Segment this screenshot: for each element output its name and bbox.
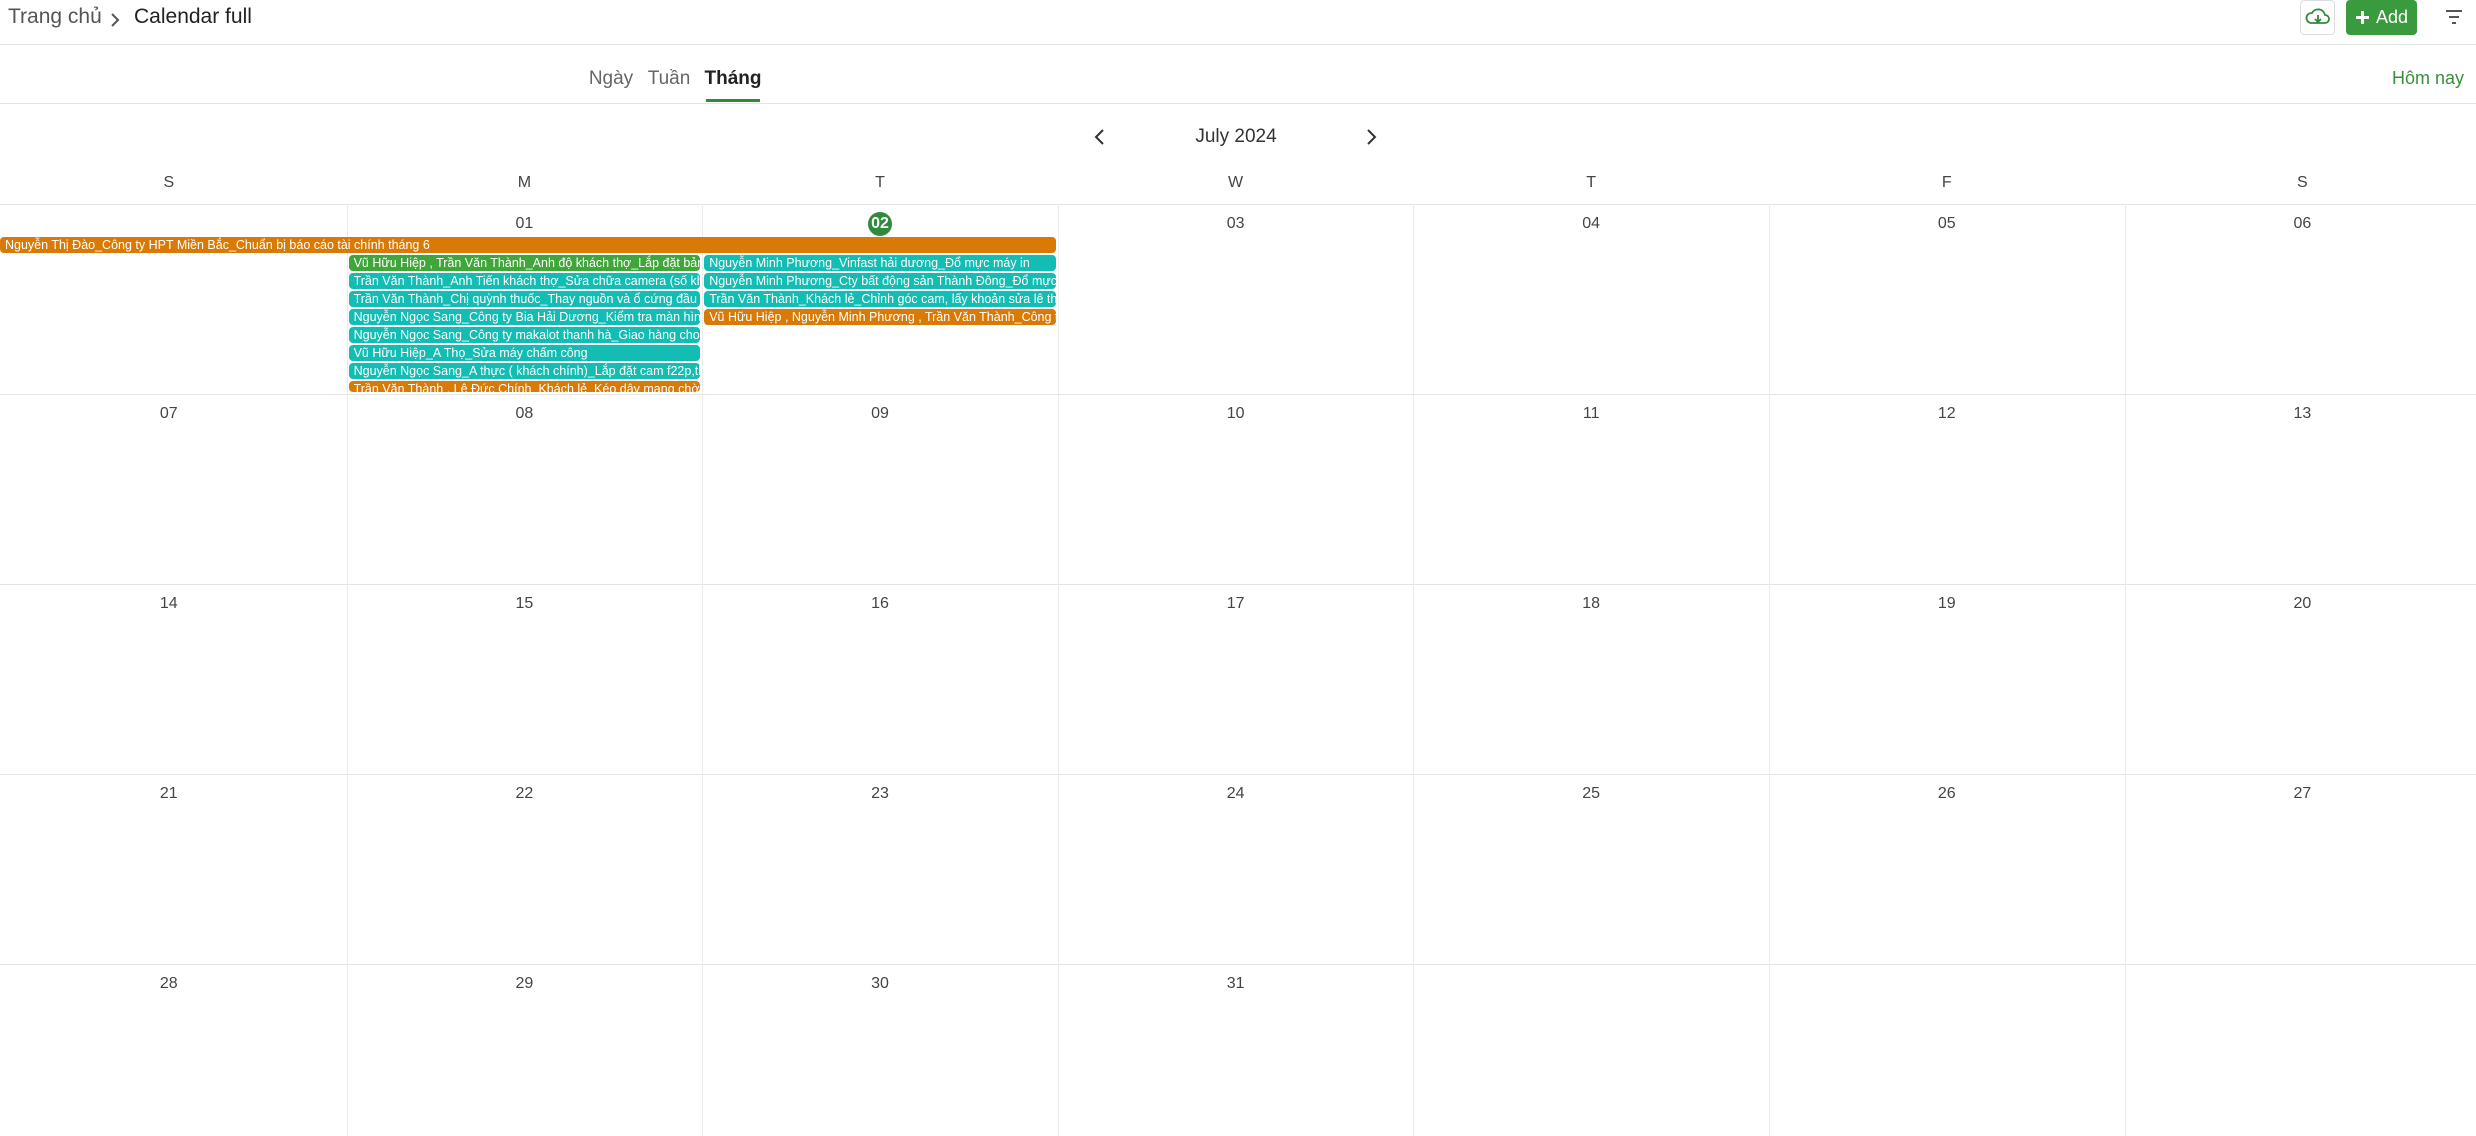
weekday-header: S [2297, 174, 2308, 191]
weekday-header: F [1941, 174, 1952, 191]
column-line [347, 204, 348, 1136]
view-tab[interactable]: Tuần [647, 68, 691, 89]
weekday-header: T [1586, 174, 1597, 191]
calendar-event[interactable]: Vũ Hữu Hiệp_A Thọ_Sửa máy chấm công [348, 345, 701, 361]
day-number: 17 [1226, 595, 1245, 612]
breadcrumb-home[interactable]: Trang chủ [8, 5, 102, 28]
calendar-event[interactable]: Trần Văn Thành_Chị quỳnh thuốc_Thay nguồ… [348, 291, 701, 307]
plus-icon [2356, 11, 2369, 24]
calendar-event[interactable]: Nguyễn Minh Phương_Vinfast hải dương_Đổ … [704, 255, 1056, 271]
row-line [0, 204, 2476, 205]
day-number: 13 [2293, 405, 2312, 422]
weekday-header: T [875, 174, 885, 191]
breadcrumb-separator [111, 13, 120, 27]
day-number: 05 [1937, 215, 1956, 232]
calendar-event[interactable]: Vũ Hữu Hiệp , Nguyễn Minh Phương , Trần … [704, 309, 1056, 325]
day-number: 20 [2293, 595, 2312, 612]
weekday-header: M [517, 174, 532, 191]
row-line [0, 394, 2476, 395]
column-line [702, 204, 703, 1136]
month-label: July 2024 [1195, 126, 1277, 147]
calendar-event[interactable]: Nguyễn Minh Phương_Cty bất động sản Thàn… [704, 273, 1056, 289]
day-number: 28 [159, 975, 178, 992]
column-line [1058, 204, 1059, 1136]
day-number: 01 [515, 215, 534, 232]
active-tab-underline [706, 99, 760, 102]
day-number: 09 [871, 405, 889, 422]
weekday-header: W [1228, 174, 1244, 191]
cloud-icon [2305, 8, 2330, 24]
add-button[interactable]: Add [2346, 0, 2417, 35]
column-line [1413, 204, 1414, 1136]
calendar-event[interactable]: Vũ Hữu Hiệp , Trần Văn Thành_Anh độ khác… [348, 255, 701, 271]
calendar-event[interactable]: Nguyễn Ngọc Sang_Công ty Bia Hải Dương_K… [348, 309, 701, 325]
day-number: 04 [1582, 215, 1601, 232]
day-number: 26 [1937, 785, 1956, 802]
day-number: 10 [1226, 405, 1245, 422]
day-number: 11 [1582, 405, 1600, 422]
add-label: Add [2376, 7, 2409, 27]
calendar-event[interactable]: Trần Văn Thành , Lê Đức Chính_Khách lẻ_K… [348, 381, 701, 392]
day-number: 29 [515, 975, 534, 992]
day-number: 03 [1226, 215, 1245, 232]
divider [0, 44, 2476, 45]
column-line [2125, 204, 2126, 1136]
day-number: 25 [1582, 785, 1601, 802]
next-month[interactable] [1363, 127, 1379, 147]
calendar-event[interactable]: Nguyễn Ngọc Sang_A thực ( khách chính)_L… [348, 363, 701, 379]
divider [0, 103, 2476, 104]
day-number: 02 [868, 212, 892, 236]
view-tab[interactable]: Tháng [704, 68, 762, 89]
day-number: 14 [159, 595, 178, 612]
day-number: 12 [1937, 405, 1956, 422]
day-number: 18 [1582, 595, 1601, 612]
calendar-event[interactable]: Nguyễn Thị Đào_Công ty HPT Miền Bắc_Chuẩ… [0, 237, 1056, 253]
day-number: 07 [159, 405, 178, 422]
weekday-header: S [163, 174, 175, 191]
calendar-event[interactable]: Trần Văn Thành_Anh Tiến khách thợ_Sửa ch… [348, 273, 701, 289]
today-button[interactable]: Hôm nay [2392, 68, 2465, 88]
day-number: 23 [871, 785, 889, 802]
day-number: 19 [1937, 595, 1956, 612]
day-number: 30 [871, 975, 889, 992]
day-number: 27 [2293, 785, 2312, 802]
column-line [1769, 204, 1770, 1136]
row-line [0, 964, 2476, 965]
view-tab[interactable]: Ngày [588, 68, 634, 89]
day-number: 24 [1226, 785, 1245, 802]
day-number: 06 [2293, 215, 2312, 232]
prev-month[interactable] [1092, 127, 1108, 147]
download-button[interactable] [2300, 0, 2335, 35]
day-number: 08 [515, 405, 534, 422]
breadcrumb-current: Calendar full [134, 5, 252, 28]
row-line [0, 584, 2476, 585]
calendar-event[interactable]: Trần Văn Thành_Khách lẻ_Chỉnh góc cam, l… [704, 291, 1056, 307]
filter-button[interactable] [2444, 8, 2464, 26]
day-number: 16 [871, 595, 889, 612]
day-number: 31 [1226, 975, 1245, 992]
day-number: 21 [159, 785, 178, 802]
calendar-event[interactable]: Nguyễn Ngọc Sang_Công ty makalot thanh h… [348, 327, 701, 343]
day-number: 22 [515, 785, 534, 802]
day-number: 15 [515, 595, 534, 612]
row-line [0, 774, 2476, 775]
